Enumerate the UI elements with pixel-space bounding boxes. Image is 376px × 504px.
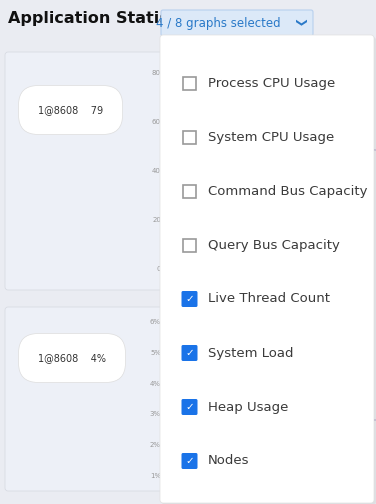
FancyBboxPatch shape bbox=[5, 52, 166, 290]
Text: 1@8608    4%: 1@8608 4% bbox=[38, 353, 106, 363]
Text: ❯: ❯ bbox=[294, 18, 305, 28]
FancyBboxPatch shape bbox=[183, 238, 196, 251]
FancyBboxPatch shape bbox=[162, 37, 376, 504]
Text: 20: 20 bbox=[152, 217, 161, 223]
FancyBboxPatch shape bbox=[5, 307, 166, 491]
Text: System Load: System Load bbox=[208, 347, 294, 359]
FancyBboxPatch shape bbox=[182, 399, 197, 415]
Text: ✓: ✓ bbox=[185, 456, 194, 466]
Text: Command Bus Capacity: Command Bus Capacity bbox=[208, 184, 367, 198]
FancyBboxPatch shape bbox=[183, 184, 196, 198]
FancyBboxPatch shape bbox=[183, 131, 196, 144]
Text: 2%: 2% bbox=[150, 442, 161, 448]
Text: Heap Usage: Heap Usage bbox=[208, 401, 288, 413]
FancyBboxPatch shape bbox=[182, 291, 197, 307]
Text: Application Statistics: Application Statistics bbox=[8, 11, 201, 26]
Text: 3%: 3% bbox=[150, 411, 161, 417]
Text: Process CPU Usage: Process CPU Usage bbox=[208, 77, 335, 90]
Text: 0: 0 bbox=[156, 266, 161, 272]
FancyBboxPatch shape bbox=[160, 35, 374, 503]
Text: ✓: ✓ bbox=[185, 402, 194, 412]
FancyBboxPatch shape bbox=[183, 77, 196, 90]
Text: 1%: 1% bbox=[150, 473, 161, 479]
Text: 80: 80 bbox=[152, 70, 161, 76]
Text: 5%: 5% bbox=[150, 350, 161, 356]
Text: 40: 40 bbox=[152, 168, 161, 174]
Text: 1@8608    79: 1@8608 79 bbox=[38, 105, 103, 115]
Text: ✓: ✓ bbox=[185, 348, 194, 358]
Text: Query Bus Capacity: Query Bus Capacity bbox=[208, 238, 340, 251]
Text: 4%: 4% bbox=[150, 381, 161, 387]
FancyBboxPatch shape bbox=[161, 10, 313, 36]
Text: 60: 60 bbox=[152, 119, 161, 125]
Text: Live Thread Count: Live Thread Count bbox=[208, 292, 330, 305]
FancyBboxPatch shape bbox=[182, 453, 197, 469]
Text: 6%: 6% bbox=[150, 319, 161, 325]
Text: System CPU Usage: System CPU Usage bbox=[208, 131, 334, 144]
Text: 4 / 8 graphs selected: 4 / 8 graphs selected bbox=[156, 17, 280, 30]
Text: ✓: ✓ bbox=[185, 294, 194, 304]
Text: Nodes: Nodes bbox=[208, 455, 250, 468]
FancyBboxPatch shape bbox=[182, 345, 197, 361]
